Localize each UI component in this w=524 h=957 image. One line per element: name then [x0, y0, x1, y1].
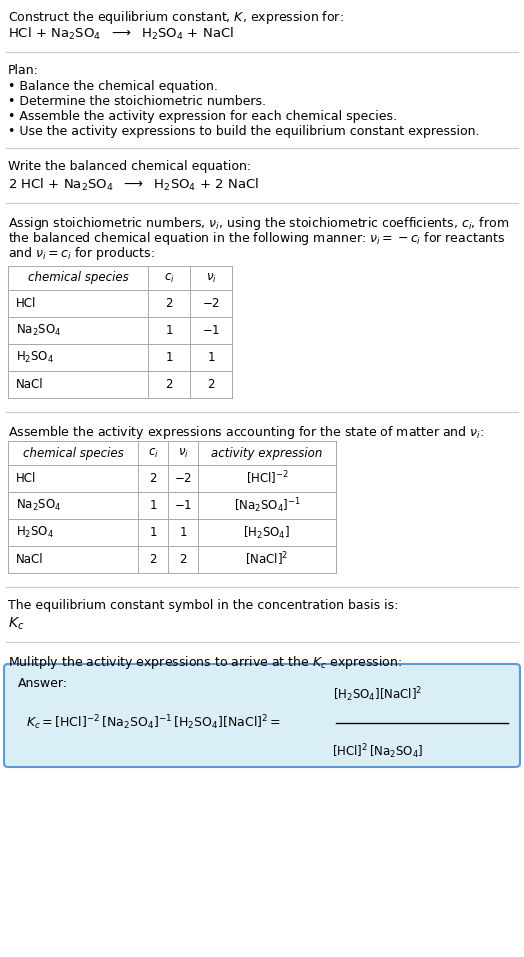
Text: $[\mathrm{NaCl}]^2$: $[\mathrm{NaCl}]^2$ — [245, 550, 289, 568]
Text: • Assemble the activity expression for each chemical species.: • Assemble the activity expression for e… — [8, 110, 397, 123]
Bar — [8, 344, 232, 371]
Bar — [8, 371, 232, 398]
Text: 1: 1 — [149, 499, 157, 512]
Text: NaCl: NaCl — [16, 378, 43, 391]
Text: Plan:: Plan: — [8, 64, 39, 77]
Text: Mulitply the activity expressions to arrive at the $K_c$ expression:: Mulitply the activity expressions to arr… — [8, 654, 402, 671]
Bar — [8, 317, 232, 344]
Text: 2: 2 — [165, 378, 173, 391]
Text: $\nu_i$: $\nu_i$ — [178, 447, 189, 459]
Text: HCl: HCl — [16, 297, 36, 310]
Text: Assemble the activity expressions accounting for the state of matter and $\nu_i$: Assemble the activity expressions accoun… — [8, 424, 484, 441]
FancyBboxPatch shape — [4, 664, 520, 767]
Text: and $\nu_i = c_i$ for products:: and $\nu_i = c_i$ for products: — [8, 245, 155, 262]
Text: 2: 2 — [149, 553, 157, 566]
Bar — [8, 492, 336, 519]
Text: $[\mathrm{H_2SO_4}][\mathrm{NaCl}]^2$: $[\mathrm{H_2SO_4}][\mathrm{NaCl}]^2$ — [333, 685, 423, 704]
Bar — [8, 290, 232, 317]
Text: 1: 1 — [165, 324, 173, 337]
Text: 2: 2 — [149, 472, 157, 485]
Text: Na$_2$SO$_4$: Na$_2$SO$_4$ — [16, 498, 61, 513]
Text: $c_i$: $c_i$ — [148, 447, 158, 459]
Bar — [8, 266, 232, 290]
Text: NaCl: NaCl — [16, 553, 43, 566]
Text: H$_2$SO$_4$: H$_2$SO$_4$ — [16, 350, 54, 365]
Text: $[\mathrm{H_2SO_4}]$: $[\mathrm{H_2SO_4}]$ — [244, 524, 291, 541]
Text: $1$: $1$ — [179, 526, 187, 539]
Text: $[\mathrm{HCl}]^2\,[\mathrm{Na_2SO_4}]$: $[\mathrm{HCl}]^2\,[\mathrm{Na_2SO_4}]$ — [332, 742, 424, 761]
Text: activity expression: activity expression — [211, 447, 323, 459]
Text: 1: 1 — [165, 351, 173, 364]
Text: $-1$: $-1$ — [174, 499, 192, 512]
Text: $2$: $2$ — [179, 553, 187, 566]
Bar — [8, 546, 336, 573]
Text: $1$: $1$ — [207, 351, 215, 364]
Text: • Determine the stoichiometric numbers.: • Determine the stoichiometric numbers. — [8, 95, 266, 108]
Text: $\nu_i$: $\nu_i$ — [205, 272, 216, 284]
Text: HCl: HCl — [16, 472, 36, 485]
Text: $2$: $2$ — [207, 378, 215, 391]
Text: H$_2$SO$_4$: H$_2$SO$_4$ — [16, 525, 54, 540]
Text: $c_i$: $c_i$ — [163, 272, 174, 284]
Text: Answer:: Answer: — [18, 677, 68, 690]
Text: chemical species: chemical species — [28, 272, 128, 284]
Text: $-2$: $-2$ — [202, 297, 220, 310]
Text: HCl + Na$_2$SO$_4$  $\longrightarrow$  H$_2$SO$_4$ + NaCl: HCl + Na$_2$SO$_4$ $\longrightarrow$ H$_… — [8, 26, 234, 42]
Text: $-2$: $-2$ — [174, 472, 192, 485]
Bar — [8, 441, 336, 465]
Text: $[\mathrm{HCl}]^{-2}$: $[\mathrm{HCl}]^{-2}$ — [246, 470, 289, 487]
Text: Assign stoichiometric numbers, $\nu_i$, using the stoichiometric coefficients, $: Assign stoichiometric numbers, $\nu_i$, … — [8, 215, 509, 232]
Text: Construct the equilibrium constant, $K$, expression for:: Construct the equilibrium constant, $K$,… — [8, 9, 344, 26]
Bar — [8, 519, 336, 546]
Text: chemical species: chemical species — [23, 447, 123, 459]
Text: 2: 2 — [165, 297, 173, 310]
Text: $K_c = [\mathrm{HCl}]^{-2}\,[\mathrm{Na_2SO_4}]^{-1}\,[\mathrm{H_2SO_4}][\mathrm: $K_c = [\mathrm{HCl}]^{-2}\,[\mathrm{Na_… — [26, 714, 281, 732]
Text: $-1$: $-1$ — [202, 324, 220, 337]
Text: • Use the activity expressions to build the equilibrium constant expression.: • Use the activity expressions to build … — [8, 125, 479, 138]
Text: Write the balanced chemical equation:: Write the balanced chemical equation: — [8, 160, 251, 173]
Text: The equilibrium constant symbol in the concentration basis is:: The equilibrium constant symbol in the c… — [8, 599, 398, 612]
Text: Na$_2$SO$_4$: Na$_2$SO$_4$ — [16, 323, 61, 338]
Text: 2 HCl + Na$_2$SO$_4$  $\longrightarrow$  H$_2$SO$_4$ + 2 NaCl: 2 HCl + Na$_2$SO$_4$ $\longrightarrow$ H… — [8, 177, 259, 193]
Bar — [8, 465, 336, 492]
Text: $K_c$: $K_c$ — [8, 616, 24, 633]
Text: 1: 1 — [149, 526, 157, 539]
Text: • Balance the chemical equation.: • Balance the chemical equation. — [8, 80, 218, 93]
Text: the balanced chemical equation in the following manner: $\nu_i = -c_i$ for react: the balanced chemical equation in the fo… — [8, 230, 506, 247]
Text: $[\mathrm{Na_2SO_4}]^{-1}$: $[\mathrm{Na_2SO_4}]^{-1}$ — [234, 496, 300, 515]
